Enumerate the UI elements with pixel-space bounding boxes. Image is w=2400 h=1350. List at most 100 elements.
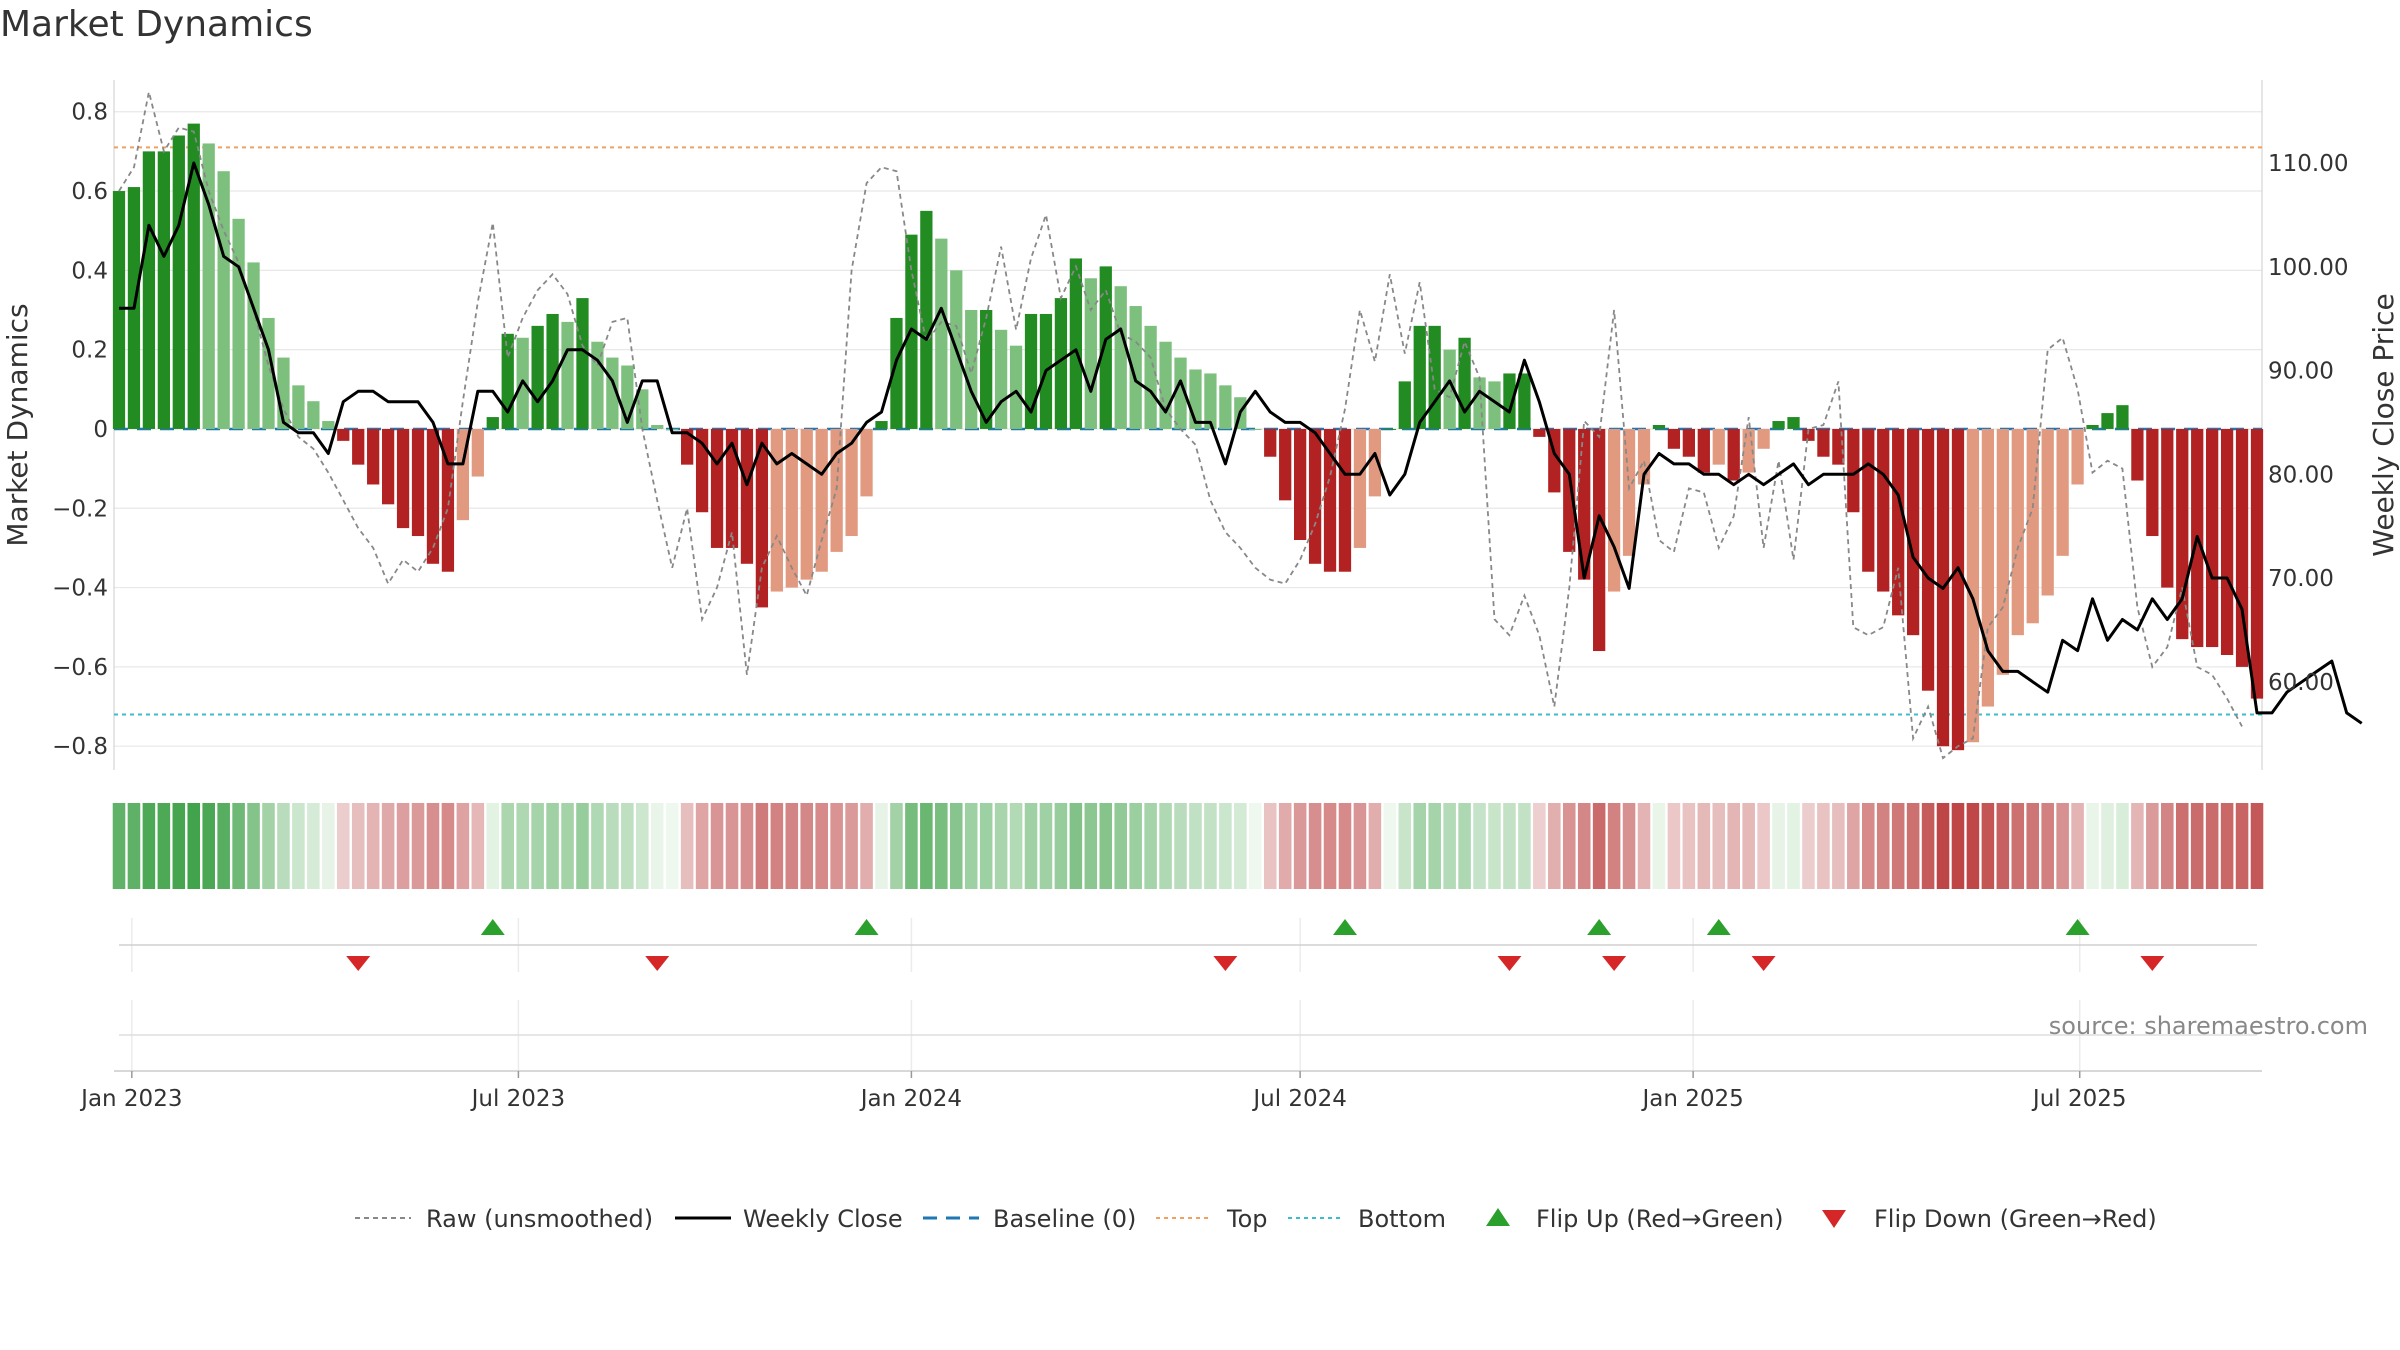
weekly-close-series bbox=[119, 161, 2363, 725]
dynamics-bar bbox=[1428, 325, 1441, 429]
strip-cell bbox=[636, 803, 649, 889]
dynamics-bar bbox=[1174, 357, 1187, 429]
dynamics-bar bbox=[381, 428, 395, 505]
dynamics-bar bbox=[1249, 428, 1262, 430]
left-axis-ticks: 0.8 0.6 0.4 0.2 0 −0.2 −0.4 −0.6 −0.8 bbox=[52, 100, 108, 760]
strip-cell bbox=[1338, 803, 1352, 889]
strip-cell bbox=[217, 803, 230, 889]
dynamics-bar bbox=[1847, 428, 1860, 513]
strip-cell bbox=[1069, 803, 1083, 889]
legend-flip-down-icon bbox=[1822, 1210, 1846, 1228]
dynamics-bar bbox=[1009, 345, 1023, 429]
dynamics-bar bbox=[1533, 428, 1546, 437]
legend-flip-up-icon bbox=[1486, 1208, 1510, 1226]
dynamics-bar bbox=[1323, 428, 1337, 572]
strip-cell bbox=[964, 803, 978, 889]
dynamics-bar bbox=[1458, 337, 1471, 429]
strip-cell bbox=[1607, 803, 1621, 889]
legend: Raw (unsmoothed) Weekly Close Baseline (… bbox=[355, 1205, 2157, 1233]
dynamics-bar bbox=[202, 143, 215, 429]
dynamics-bar bbox=[561, 321, 574, 429]
x-tick-label: Jan 2024 bbox=[859, 1086, 962, 1112]
strip-cell bbox=[112, 803, 126, 889]
y-tick-left: 0.6 bbox=[71, 179, 108, 205]
dynamics-bar bbox=[890, 317, 903, 429]
strip-cell bbox=[1562, 803, 1576, 889]
x-tick-label: Jul 2025 bbox=[2031, 1086, 2127, 1112]
dynamics-bar bbox=[486, 417, 499, 429]
strip-cell bbox=[1802, 803, 1815, 889]
strip-cell bbox=[710, 803, 724, 889]
strip-cell bbox=[2026, 803, 2040, 889]
dynamics-bar bbox=[2235, 428, 2249, 667]
strip-cell bbox=[1488, 803, 1501, 889]
strip-cell bbox=[232, 803, 245, 889]
dynamics-bar bbox=[725, 428, 739, 548]
dynamics-bar bbox=[112, 191, 126, 429]
empty-panel bbox=[114, 1000, 2262, 1072]
strip-cell bbox=[2161, 803, 2174, 889]
strip-cell bbox=[770, 803, 784, 889]
strip-cell bbox=[1009, 803, 1023, 889]
strip-cell bbox=[127, 803, 141, 889]
dynamics-bar bbox=[1398, 381, 1411, 429]
strip-cell bbox=[396, 803, 410, 889]
strip-cell bbox=[2205, 803, 2219, 889]
x-tick-label: Jan 2023 bbox=[79, 1086, 182, 1112]
dynamics-bar bbox=[1921, 428, 1935, 691]
dynamics-bar bbox=[1114, 286, 1127, 429]
flip-down-marker bbox=[645, 956, 670, 971]
strip-cell bbox=[2190, 803, 2204, 889]
dynamics-bar bbox=[1518, 373, 1531, 429]
strip-cell bbox=[172, 803, 186, 889]
x-axis-ticks: Jan 2023 Jul 2023 Jan 2024 Jul 2024 Jan 2025… bbox=[79, 1071, 2127, 1112]
dynamics-bar bbox=[1622, 428, 1636, 556]
strip-cell bbox=[2011, 803, 2025, 889]
strip-cell bbox=[755, 803, 769, 889]
dynamics-bar bbox=[2101, 413, 2114, 429]
dynamics-bar bbox=[1607, 428, 1621, 592]
strip-cell bbox=[1159, 803, 1172, 889]
strip-cell bbox=[949, 803, 963, 889]
strip-cell bbox=[351, 803, 365, 889]
dynamics-bar bbox=[1473, 377, 1486, 429]
strip-cell bbox=[1652, 803, 1666, 889]
dynamics-bar bbox=[2056, 428, 2069, 556]
dynamics-bar bbox=[1906, 428, 1920, 636]
dynamics-bar bbox=[187, 123, 200, 429]
flip-down-marker bbox=[2140, 956, 2165, 971]
dynamics-bar bbox=[352, 428, 365, 465]
strip-cell bbox=[740, 803, 754, 889]
dynamics-bar bbox=[1966, 428, 1980, 743]
strip-cell bbox=[2146, 803, 2159, 889]
strip-cell bbox=[336, 803, 350, 889]
strip-cell bbox=[501, 803, 515, 889]
strip-cell bbox=[1308, 803, 1322, 889]
dynamics-bar bbox=[307, 401, 320, 429]
strip-cell bbox=[680, 803, 694, 889]
source-label: source: sharemaestro.com bbox=[2049, 1012, 2368, 1040]
dynamics-bar bbox=[800, 428, 813, 580]
flip-up-marker bbox=[854, 919, 879, 935]
dynamics-bar bbox=[1443, 349, 1456, 429]
dynamics-bar bbox=[710, 428, 724, 548]
dynamics-bar bbox=[965, 310, 978, 429]
raw-series bbox=[118, 91, 2243, 760]
strip-cell bbox=[456, 803, 470, 889]
strip-cell bbox=[1906, 803, 1920, 889]
flip-panel bbox=[119, 918, 2257, 972]
strip-cell bbox=[1817, 803, 1830, 889]
dynamics-bar bbox=[1353, 428, 1367, 548]
strip-cell bbox=[1727, 803, 1740, 889]
dynamics-bar bbox=[1757, 428, 1770, 449]
strip-cell bbox=[1847, 803, 1860, 889]
strip-cell bbox=[307, 803, 320, 889]
strip-cell bbox=[1951, 803, 1965, 889]
strip-cell bbox=[1742, 803, 1755, 889]
strip-cell bbox=[1518, 803, 1531, 889]
dynamics-bar bbox=[1338, 428, 1352, 572]
dynamics-bar bbox=[770, 428, 783, 592]
strip-cell bbox=[875, 803, 888, 889]
strip-cell bbox=[2041, 803, 2054, 889]
